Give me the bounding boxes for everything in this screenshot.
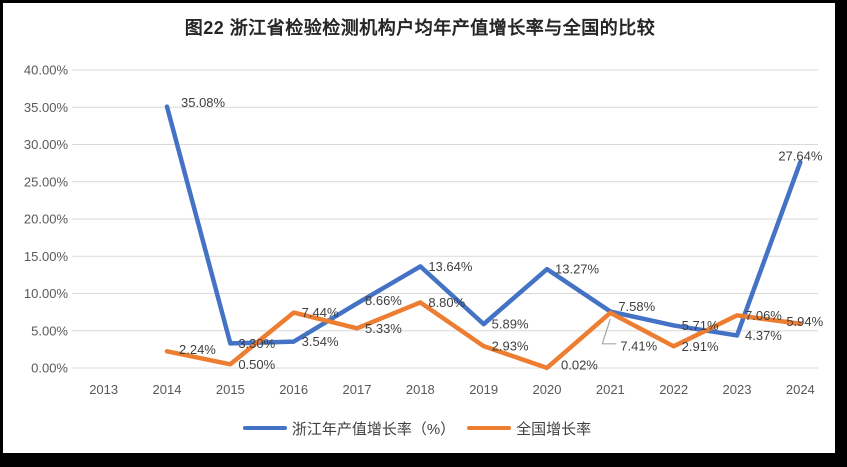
x-axis-tick-label: 2022: [659, 382, 688, 397]
data-point-label: 8.66%: [365, 293, 402, 308]
x-axis-tick-label: 2020: [533, 382, 562, 397]
legend-swatch-national: [467, 425, 512, 431]
data-point-label: 7.06%: [745, 308, 782, 323]
y-axis-tick-label: 10.00%: [24, 286, 69, 301]
data-point-label: 3.54%: [302, 334, 339, 349]
legend-item-zhejiang: 浙江年产值增长率（%）: [242, 418, 456, 439]
x-axis-tick-label: 2024: [786, 382, 815, 397]
y-axis-tick-label: 40.00%: [24, 63, 69, 78]
data-point-label: 2.91%: [682, 339, 719, 354]
data-point-label: 8.80%: [428, 295, 465, 310]
x-axis-tick-label: 2021: [596, 382, 625, 397]
series-line-zhejiang: [164, 104, 803, 346]
data-point-label: 5.71%: [682, 318, 719, 333]
data-point-label: 7.44%: [302, 305, 339, 320]
data-point-label: 13.27%: [555, 262, 600, 277]
x-axis-tick-label: 2014: [153, 382, 182, 397]
x-axis-tick-label: 2013: [89, 382, 118, 397]
y-axis-tick-label: 35.00%: [24, 100, 69, 115]
data-point-label: 5.94%: [786, 314, 823, 329]
data-point-label: 27.64%: [778, 149, 823, 164]
chart-title: 图22 浙江省检验检测机构户均年产值增长率与全国的比较: [184, 18, 656, 38]
y-axis-tick-label: 5.00%: [31, 323, 68, 338]
x-axis-tick-label: 2016: [279, 382, 308, 397]
y-axis-tick-label: 20.00%: [24, 212, 69, 227]
data-point-label: 0.50%: [238, 357, 275, 372]
frame-top-border: [0, 0, 847, 3]
data-point-label: 35.08%: [181, 95, 226, 110]
label-leader-line: [601, 318, 617, 345]
data-point-label: 7.41%: [620, 338, 657, 353]
legend: 浙江年产值增长率（%） 全国增长率: [0, 417, 834, 439]
y-axis-tick-label: 15.00%: [24, 249, 69, 264]
frame-left-border: [0, 0, 3, 467]
data-point-label: 5.89%: [492, 317, 529, 332]
data-point-label: 2.93%: [492, 339, 529, 354]
data-point-label: 0.02%: [561, 357, 598, 372]
series-line-national: [164, 300, 803, 371]
data-point-label: 4.37%: [745, 328, 782, 343]
x-axis-tick-label: 2023: [723, 382, 752, 397]
data-point-label: 2.24%: [179, 342, 216, 357]
x-axis-tick-label: 2018: [406, 382, 435, 397]
data-point-label: 13.64%: [428, 259, 473, 274]
data-point-label: 5.33%: [365, 321, 402, 336]
data-point-label: 3.30%: [238, 336, 275, 351]
y-axis-tick-label: 0.00%: [31, 361, 68, 376]
x-axis-tick-label: 2015: [216, 382, 245, 397]
legend-label-national: 全国增长率: [516, 420, 592, 438]
legend-label-zhejiang: 浙江年产值增长率（%）: [291, 420, 456, 438]
y-axis-tick-label: 30.00%: [24, 137, 69, 152]
data-point-label: 7.58%: [618, 299, 655, 314]
legend-item-national: 全国增长率: [467, 418, 591, 439]
x-axis-tick-label: 2017: [343, 382, 372, 397]
legend-swatch-zhejiang: [242, 425, 287, 431]
frame-right-border: [835, 0, 847, 467]
x-axis-tick-label: 2019: [469, 382, 498, 397]
frame-bottom-border: [0, 453, 847, 467]
y-axis-tick-label: 25.00%: [24, 174, 69, 189]
